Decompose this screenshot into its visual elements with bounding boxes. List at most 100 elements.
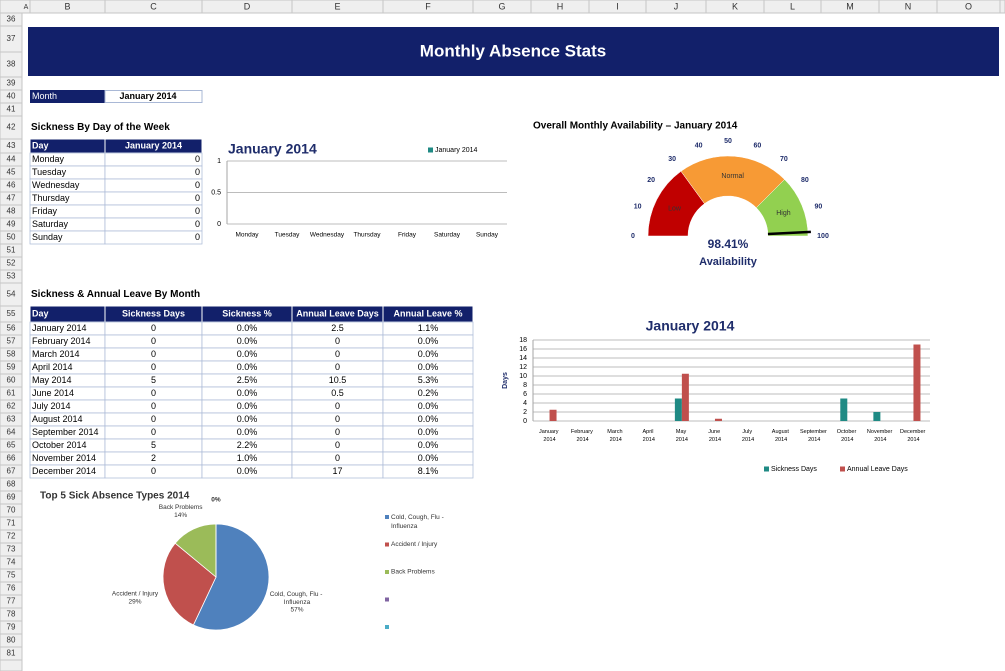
cell-text: 2.2% — [237, 440, 258, 450]
cell-text: 0 — [335, 336, 340, 346]
cell-text: 8.1% — [418, 466, 439, 476]
row-header: 71 — [7, 519, 16, 528]
column-title: Sickness Days — [122, 308, 185, 318]
cell-text: 0 — [335, 440, 340, 450]
bar — [913, 344, 921, 421]
cell-text: 0 — [335, 427, 340, 437]
x-tick-label: July 2014 — [742, 429, 754, 443]
pie-slice — [162, 542, 217, 626]
column-header: E — [334, 1, 340, 11]
row-header: 67 — [7, 467, 16, 476]
gauge-tick-label: 40 — [695, 142, 703, 149]
table-cell — [382, 464, 474, 479]
column-title: Annual Leave % — [393, 308, 462, 318]
cell-text: 0 — [151, 336, 156, 346]
cell-text: 0.0% — [418, 362, 439, 372]
y-tick-label: 2 — [523, 409, 527, 416]
column-header: G — [498, 1, 505, 11]
cell-text: Friday — [32, 206, 58, 216]
column-header-bar — [0, 0, 1005, 14]
cell-text: August 2014 — [32, 414, 83, 424]
cell-text: 17 — [332, 466, 342, 476]
row-header: 45 — [7, 168, 16, 177]
row-header-bar — [0, 12, 23, 671]
pie-slice — [192, 523, 270, 631]
cell-text: Saturday — [32, 219, 69, 229]
legend-label: Accident / Injury — [391, 541, 438, 548]
month-label: Month — [32, 91, 57, 101]
cell-text: 0 — [151, 427, 156, 437]
row-header: 72 — [7, 532, 16, 541]
cell-text: 0.0% — [418, 440, 439, 450]
cell-text: Thursday — [32, 193, 70, 203]
row-header: 49 — [7, 220, 16, 229]
row-header: 68 — [7, 480, 16, 489]
title-band — [28, 27, 999, 76]
row-header: 50 — [7, 233, 16, 242]
cell-text: 10.5 — [329, 375, 347, 385]
column-title: Day — [32, 308, 49, 318]
row-header: 37 — [7, 34, 16, 43]
cell-text: 0 — [151, 414, 156, 424]
month-value-cell — [104, 90, 203, 103]
cell-text: Sunday — [32, 232, 63, 242]
cell-text: 0 — [335, 349, 340, 359]
row-header: 55 — [7, 309, 16, 318]
table-title: Sickness & Annual Leave By Month — [31, 289, 200, 300]
legend-label: Cold, Cough, Flu - Influenza — [391, 514, 446, 530]
row-header: 36 — [7, 15, 16, 24]
table-cell — [104, 217, 203, 232]
row-header: 52 — [7, 259, 16, 268]
cell-text: 0.0% — [418, 453, 439, 463]
cell-text: 0.0% — [237, 466, 258, 476]
x-tick-label: January 2014 — [539, 429, 560, 443]
gauge-tick-label: 90 — [814, 203, 822, 210]
cell-text: September 2014 — [32, 427, 99, 437]
x-tick-label: Friday — [398, 232, 417, 239]
gauge-tick-label: 70 — [780, 156, 788, 163]
band-label: Normal — [721, 173, 744, 180]
cell-text: 2 — [151, 453, 156, 463]
x-tick-label: September 2014 — [800, 429, 828, 443]
y-tick-label: 1 — [217, 158, 221, 165]
legend-swatch — [764, 466, 769, 472]
row-header: 76 — [7, 584, 16, 593]
cell-text: 0 — [195, 154, 200, 164]
row-header: 81 — [7, 649, 16, 658]
cell-text: 0.0% — [237, 362, 258, 372]
row-header: 74 — [7, 558, 16, 567]
y-tick-label: 0 — [523, 418, 527, 425]
gauge-tick-label: 60 — [753, 142, 761, 149]
row-header: 61 — [7, 389, 16, 398]
row-header: 69 — [7, 493, 16, 502]
x-tick-label: Wednesday — [310, 232, 345, 239]
row-header: 64 — [7, 428, 16, 437]
row-header: 59 — [7, 363, 16, 372]
column-header: I — [616, 1, 619, 11]
cell-text: May 2014 — [32, 375, 72, 385]
x-tick-label: March 2014 — [607, 429, 624, 443]
y-tick-label: 14 — [519, 355, 527, 362]
cell-text: 5.3% — [418, 375, 439, 385]
cell-text: February 2014 — [32, 336, 91, 346]
y-axis-label: Days — [502, 372, 509, 389]
legend-label: Sickness Days — [771, 466, 817, 473]
cell-text: 0.0% — [237, 427, 258, 437]
cell-text: 0.0% — [418, 427, 439, 437]
x-tick-label: December 2014 — [900, 429, 927, 443]
gauge-caption: Availability — [699, 256, 758, 268]
cell-text: December 2014 — [32, 466, 96, 476]
pie-value-label: 0% — [211, 497, 221, 504]
band-label: High — [776, 210, 791, 217]
cell-text: June 2014 — [32, 388, 74, 398]
row-header: 58 — [7, 350, 16, 359]
cell-text: 5 — [151, 375, 156, 385]
x-tick-label: October 2014 — [837, 429, 858, 443]
table-cell — [104, 152, 203, 167]
cell-text: 0 — [151, 388, 156, 398]
row-header: 70 — [7, 506, 16, 515]
y-tick-label: 6 — [523, 391, 527, 398]
row-header: 75 — [7, 571, 16, 580]
x-tick-label: Thursday — [353, 232, 381, 239]
month-label-cell — [30, 90, 105, 103]
